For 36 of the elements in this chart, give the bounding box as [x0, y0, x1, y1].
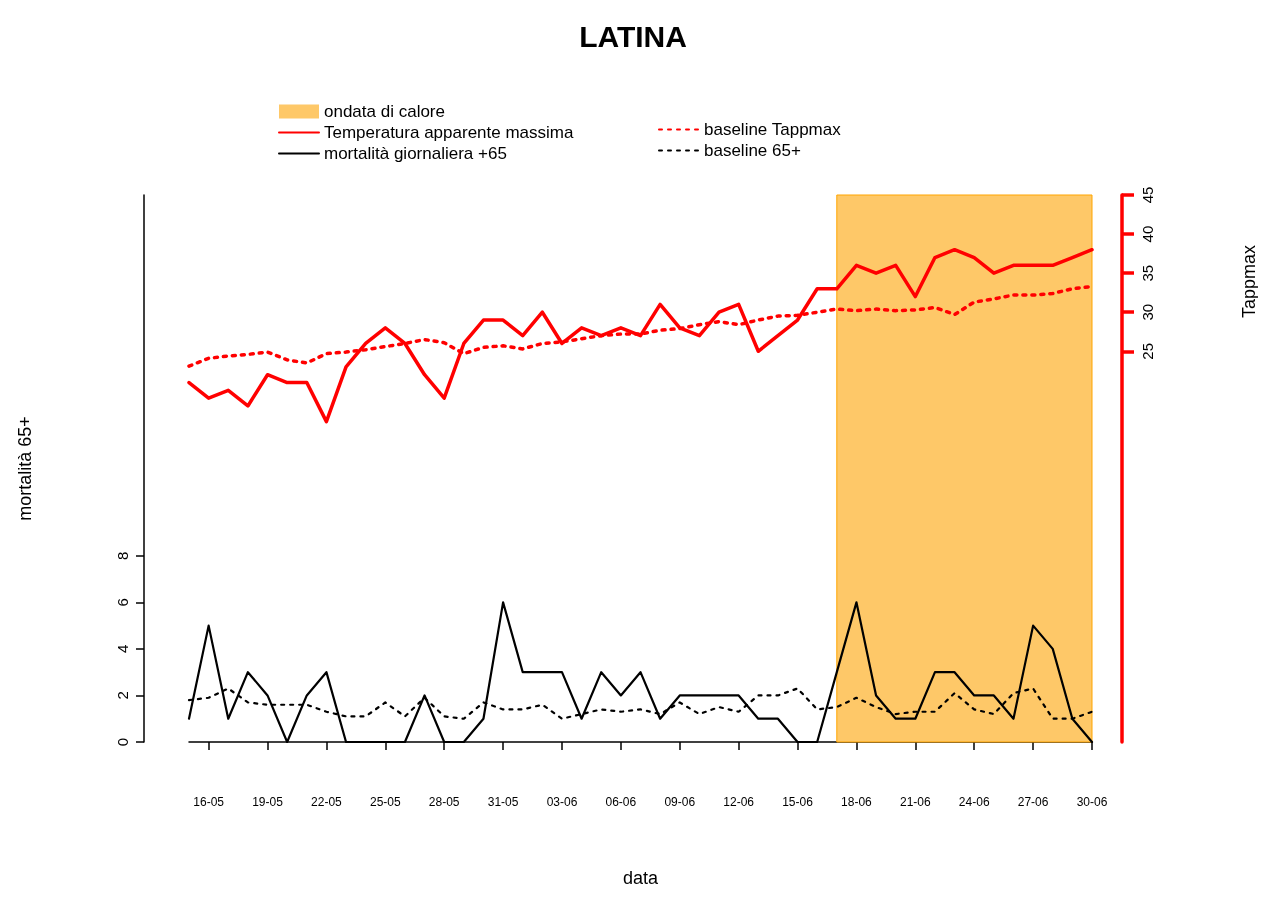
y-tick-label: 4 [114, 644, 131, 654]
y-tick-label: 2 [114, 691, 131, 700]
x-tick-label: 27-06 [1017, 795, 1049, 809]
legend-label: baseline Tappmax [704, 120, 842, 139]
y2-tick-label: 30 [1139, 303, 1156, 321]
x-tick-label: 06-06 [605, 795, 637, 809]
x-tick-label: 09-06 [664, 795, 696, 809]
legend-label: baseline 65+ [704, 141, 801, 160]
legend-label: mortalità giornaliera +65 [324, 144, 507, 163]
x-tick-label: 25-05 [369, 795, 401, 809]
x-tick-label: 19-05 [252, 795, 284, 809]
y-tick-label: 0 [114, 737, 131, 747]
x-tick-label: 15-06 [782, 795, 814, 809]
y2-tick-label: 35 [1139, 264, 1156, 282]
y-tick-label: 6 [114, 598, 131, 607]
x-tick-label: 12-06 [723, 795, 755, 809]
legend-label: Temperatura apparente massima [324, 123, 574, 142]
x-tick-label: 28-05 [428, 795, 460, 809]
x-axis-title: data [622, 868, 659, 888]
x-tick-label: 18-06 [841, 795, 873, 809]
y-tick-label: 8 [114, 551, 131, 560]
x-tick-label: 31-05 [487, 795, 519, 809]
y-axis-title: mortalità 65+ [15, 416, 35, 521]
x-tick-label: 21-06 [899, 795, 931, 809]
y2-tick-label: 40 [1139, 225, 1156, 243]
x-tick-label: 30-06 [1076, 795, 1108, 809]
y2-tick-label: 25 [1139, 342, 1156, 360]
x-tick-label: 22-05 [311, 795, 343, 809]
y2-tick-label: 45 [1139, 186, 1156, 204]
x-tick-label: 03-06 [546, 795, 578, 809]
x-tick-label: 24-06 [958, 795, 990, 809]
y2-axis-title: Tappmax [1239, 244, 1259, 318]
x-tick-label: 16-05 [193, 795, 225, 809]
chart-title: LATINA [579, 19, 687, 53]
line-series [187, 247, 1094, 424]
legend-label: ondata di calore [324, 102, 445, 121]
